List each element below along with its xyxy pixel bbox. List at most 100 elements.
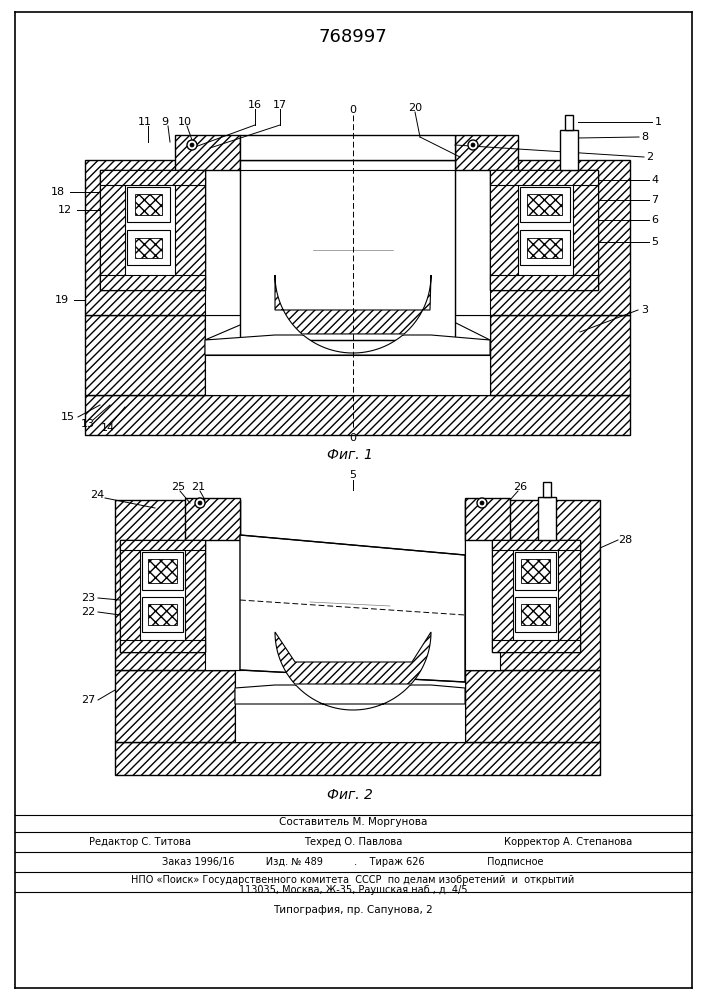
Polygon shape	[240, 160, 455, 340]
Text: 7: 7	[651, 195, 658, 205]
Polygon shape	[85, 160, 240, 315]
Text: 22: 22	[81, 607, 95, 617]
Text: 113035, Москва, Ж-35, Раушская наб., д. 4/5: 113035, Москва, Ж-35, Раушская наб., д. …	[239, 885, 467, 895]
Circle shape	[480, 501, 484, 505]
Polygon shape	[465, 498, 510, 540]
Polygon shape	[275, 632, 431, 684]
Text: Составитель М. Моргунова: Составитель М. Моргунова	[279, 817, 427, 827]
Text: Заказ 1996/16          Изд. № 489          .    Тираж 626                    Под: Заказ 1996/16 Изд. № 489 . Тираж 626 Под	[162, 857, 544, 867]
Polygon shape	[465, 670, 600, 742]
Text: 28: 28	[618, 535, 632, 545]
Text: Корректор А. Степанова: Корректор А. Степанова	[504, 837, 632, 847]
Text: 8: 8	[641, 132, 648, 142]
Polygon shape	[455, 160, 630, 315]
Polygon shape	[573, 170, 598, 290]
Text: 0: 0	[349, 433, 356, 443]
Text: 5: 5	[651, 237, 658, 247]
Polygon shape	[492, 540, 580, 550]
Text: 768997: 768997	[319, 28, 387, 46]
Polygon shape	[275, 275, 431, 334]
Polygon shape	[492, 540, 513, 652]
Polygon shape	[543, 482, 551, 497]
Circle shape	[187, 140, 197, 150]
Text: 23: 23	[81, 593, 95, 603]
Polygon shape	[85, 315, 205, 395]
Text: 21: 21	[191, 482, 205, 492]
Polygon shape	[240, 135, 455, 160]
Polygon shape	[490, 275, 598, 290]
Polygon shape	[115, 670, 235, 742]
Polygon shape	[538, 497, 556, 540]
Polygon shape	[465, 500, 600, 670]
Text: Техред О. Павлова: Техред О. Павлова	[304, 837, 402, 847]
Polygon shape	[205, 310, 490, 340]
Polygon shape	[455, 160, 490, 315]
Text: 11: 11	[138, 117, 152, 127]
Polygon shape	[120, 540, 140, 652]
Text: 13: 13	[81, 419, 95, 429]
Polygon shape	[148, 559, 177, 583]
Text: 19: 19	[55, 295, 69, 305]
Polygon shape	[465, 500, 500, 670]
Polygon shape	[120, 640, 205, 652]
Circle shape	[198, 501, 202, 505]
Polygon shape	[148, 604, 177, 625]
Polygon shape	[558, 540, 580, 652]
Polygon shape	[490, 170, 598, 290]
Text: 24: 24	[90, 490, 104, 500]
Polygon shape	[115, 500, 240, 670]
Polygon shape	[185, 498, 240, 540]
Polygon shape	[235, 670, 465, 742]
Polygon shape	[521, 604, 550, 625]
Text: 25: 25	[171, 482, 185, 492]
Text: Фиг. 1: Фиг. 1	[327, 448, 373, 462]
Circle shape	[195, 498, 205, 508]
Text: 27: 27	[81, 695, 95, 705]
Text: 3: 3	[641, 305, 648, 315]
Polygon shape	[490, 170, 598, 185]
Polygon shape	[235, 685, 465, 710]
Polygon shape	[142, 552, 183, 590]
Polygon shape	[100, 170, 205, 185]
Text: 12: 12	[58, 205, 72, 215]
Text: 10: 10	[178, 117, 192, 127]
Text: 9: 9	[161, 117, 168, 127]
Polygon shape	[205, 335, 490, 355]
Polygon shape	[185, 540, 205, 652]
Polygon shape	[135, 194, 162, 215]
Polygon shape	[515, 597, 556, 632]
Circle shape	[471, 143, 475, 147]
Polygon shape	[490, 170, 518, 290]
Circle shape	[190, 143, 194, 147]
Text: 4: 4	[651, 175, 658, 185]
Text: НПО «Поиск» Государственного комитета  СССР  по делам изобретений  и  открытий: НПО «Поиск» Государственного комитета СС…	[132, 875, 575, 885]
Polygon shape	[455, 135, 518, 170]
Polygon shape	[175, 170, 205, 290]
Text: 17: 17	[273, 100, 287, 110]
Polygon shape	[120, 540, 205, 550]
Text: 0: 0	[349, 105, 356, 115]
Text: 6: 6	[651, 215, 658, 225]
Circle shape	[468, 140, 478, 150]
Polygon shape	[85, 395, 630, 435]
Text: 16: 16	[248, 100, 262, 110]
Polygon shape	[520, 230, 570, 265]
Polygon shape	[490, 315, 630, 395]
Polygon shape	[205, 500, 240, 670]
Circle shape	[477, 498, 487, 508]
Polygon shape	[521, 559, 550, 583]
Polygon shape	[515, 552, 556, 590]
Polygon shape	[527, 194, 562, 215]
Text: 1: 1	[655, 117, 662, 127]
Polygon shape	[100, 275, 205, 290]
Text: Фиг. 2: Фиг. 2	[327, 788, 373, 802]
Polygon shape	[115, 742, 600, 775]
Polygon shape	[135, 238, 162, 258]
Polygon shape	[100, 170, 125, 290]
Text: Типография, пр. Сапунова, 2: Типография, пр. Сапунова, 2	[273, 905, 433, 915]
Polygon shape	[205, 315, 490, 355]
Polygon shape	[205, 315, 490, 395]
Text: 15: 15	[61, 412, 75, 422]
Polygon shape	[127, 187, 170, 222]
Polygon shape	[527, 238, 562, 258]
